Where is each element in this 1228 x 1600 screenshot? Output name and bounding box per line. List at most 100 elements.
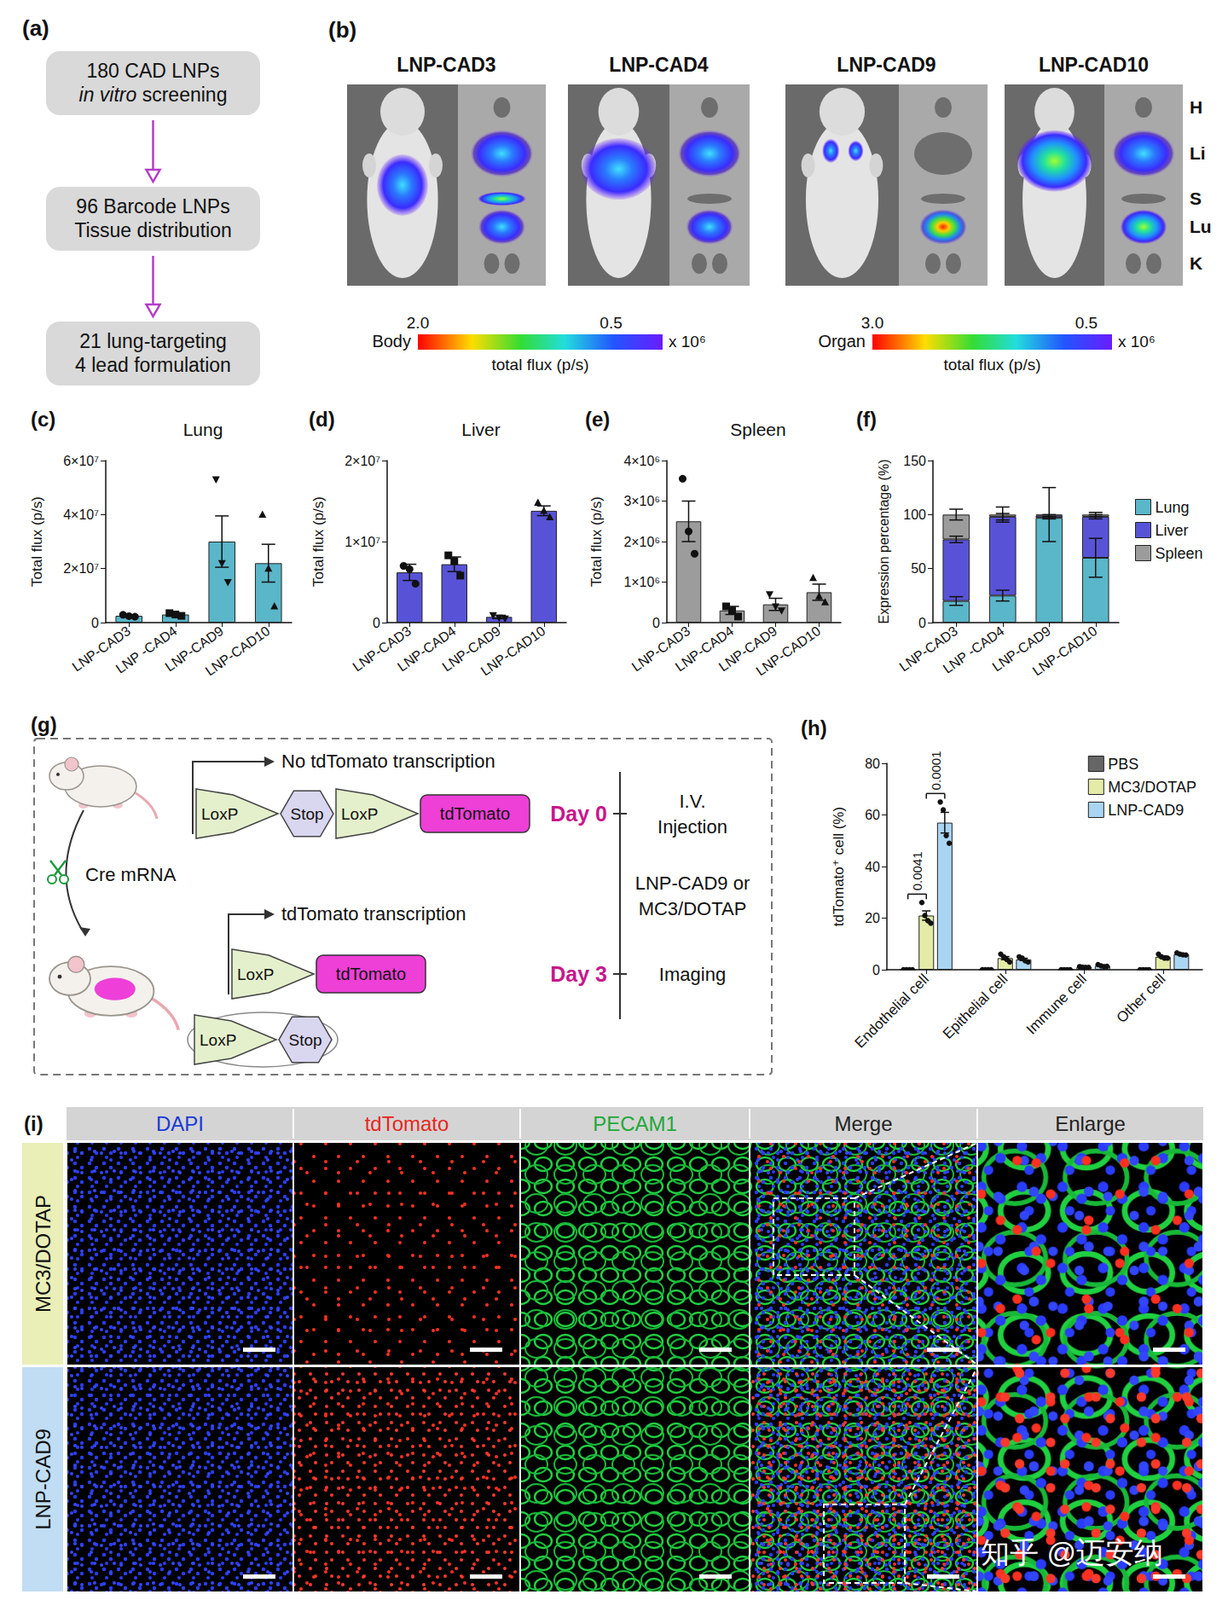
svg-text:LoxP: LoxP <box>341 805 378 823</box>
svg-text:Li: Li <box>1189 143 1206 163</box>
svg-text:4 lead formulation: 4 lead formulation <box>75 353 232 377</box>
svg-text:K: K <box>1189 253 1203 273</box>
svg-text:Spleen: Spleen <box>1155 544 1204 562</box>
svg-text:20: 20 <box>864 910 881 926</box>
svg-text:Stop: Stop <box>288 1031 322 1049</box>
svg-text:40: 40 <box>864 859 881 875</box>
svg-text:1×10⁶: 1×10⁶ <box>623 574 661 590</box>
svg-text:Enlarge: Enlarge <box>1054 1112 1126 1136</box>
svg-text:Injection: Injection <box>657 816 728 838</box>
svg-text:(g): (g) <box>30 712 58 736</box>
svg-text:total flux (p/s): total flux (p/s) <box>943 355 1041 374</box>
svg-text:LNP-CAD10: LNP-CAD10 <box>753 623 824 679</box>
svg-text:No tdTomato transcription: No tdTomato transcription <box>281 750 496 772</box>
svg-text:Liver: Liver <box>1155 521 1189 539</box>
svg-text:Immune cell: Immune cell <box>1023 970 1090 1037</box>
svg-text:知乎 @迈安纳: 知乎 @迈安纳 <box>980 1535 1164 1569</box>
svg-text:in vitro screening: in vitro screening <box>79 83 228 106</box>
svg-text:LNP-CAD4: LNP-CAD4 <box>608 53 708 76</box>
svg-text:tdTomato: tdTomato <box>440 804 510 823</box>
svg-text:(b): (b) <box>328 17 357 43</box>
svg-text:Expression percentage (%): Expression percentage (%) <box>876 459 892 625</box>
svg-text:PECAM1: PECAM1 <box>592 1112 678 1136</box>
svg-text:Body: Body <box>371 331 412 351</box>
svg-text:Tissue distribution: Tissue distribution <box>74 219 232 242</box>
svg-text:LNP-CAD10: LNP-CAD10 <box>478 623 549 679</box>
svg-text:H: H <box>1189 97 1203 117</box>
svg-text:tdTomato: tdTomato <box>335 964 406 984</box>
svg-text:Merge: Merge <box>834 1112 893 1136</box>
svg-text:(f): (f) <box>856 407 877 431</box>
svg-text:21 lung-targeting: 21 lung-targeting <box>79 330 227 353</box>
svg-text:LoxP: LoxP <box>199 1031 237 1049</box>
svg-text:0: 0 <box>918 615 927 631</box>
svg-text:Epithelial cell: Epithelial cell <box>939 970 1012 1043</box>
svg-text:0.0041: 0.0041 <box>909 851 925 891</box>
svg-text:LNP-CAD9 or: LNP-CAD9 or <box>635 872 750 894</box>
svg-text:tdTomato⁺ cell (%): tdTomato⁺ cell (%) <box>830 806 847 927</box>
svg-text:LNP-CAD9: LNP-CAD9 <box>31 1428 55 1530</box>
svg-text:LNP-CAD10: LNP-CAD10 <box>1038 53 1149 76</box>
svg-text:60: 60 <box>864 807 881 823</box>
svg-text:tdTomato transcription: tdTomato transcription <box>281 903 466 925</box>
svg-text:Organ: Organ <box>817 331 866 351</box>
svg-text:LNP-CAD10: LNP-CAD10 <box>1030 623 1101 679</box>
svg-text:Lung: Lung <box>1155 498 1190 516</box>
svg-text:MC3/DOTAP: MC3/DOTAP <box>638 897 748 920</box>
svg-text:S: S <box>1189 188 1202 209</box>
svg-text:0: 0 <box>652 615 661 631</box>
svg-text:Liver: Liver <box>461 419 501 440</box>
svg-text:0.5: 0.5 <box>1075 313 1098 332</box>
svg-text:Total flux (p/s): Total flux (p/s) <box>28 496 46 587</box>
svg-text:3.0: 3.0 <box>861 313 884 332</box>
svg-text:MC3/DOTAP: MC3/DOTAP <box>1107 778 1197 796</box>
svg-text:Total flux (p/s): Total flux (p/s) <box>588 496 605 587</box>
svg-text:Lung: Lung <box>183 419 224 440</box>
svg-text:Total flux (p/s): Total flux (p/s) <box>310 496 327 587</box>
svg-text:0: 0 <box>91 615 99 631</box>
svg-text:Spleen: Spleen <box>729 419 786 440</box>
svg-text:Day 0: Day 0 <box>550 801 608 826</box>
svg-text:Lu: Lu <box>1189 216 1212 237</box>
svg-text:0: 0 <box>872 962 881 978</box>
svg-text:2×10⁷: 2×10⁷ <box>344 453 381 469</box>
svg-text:1×10⁷: 1×10⁷ <box>344 534 381 550</box>
svg-text:tdTomato: tdTomato <box>364 1112 450 1136</box>
svg-text:2.0: 2.0 <box>406 313 429 332</box>
svg-text:PBS: PBS <box>1107 755 1139 773</box>
svg-text:x 10⁶: x 10⁶ <box>668 332 707 351</box>
svg-text:96 Barcode LNPs: 96 Barcode LNPs <box>75 195 230 218</box>
svg-text:LNP-CAD3: LNP-CAD3 <box>396 53 496 76</box>
svg-text:Day 3: Day 3 <box>550 961 608 986</box>
svg-text:2×10⁶: 2×10⁶ <box>623 534 661 550</box>
svg-text:4×10⁶: 4×10⁶ <box>623 453 661 469</box>
svg-text:2×10⁷: 2×10⁷ <box>63 561 99 576</box>
svg-text:4×10⁷: 4×10⁷ <box>63 507 99 522</box>
svg-text:150: 150 <box>903 453 927 469</box>
svg-text:80: 80 <box>864 756 881 771</box>
svg-text:6×10⁷: 6×10⁷ <box>63 453 99 469</box>
svg-text:Cre mRNA: Cre mRNA <box>85 863 177 886</box>
svg-text:180 CAD LNPs: 180 CAD LNPs <box>86 59 221 82</box>
svg-text:0.5: 0.5 <box>599 313 622 332</box>
svg-text:Other cell: Other cell <box>1113 970 1170 1026</box>
svg-text:(d): (d) <box>308 407 336 431</box>
svg-text:0: 0 <box>372 615 381 631</box>
svg-text:(i): (i) <box>23 1112 44 1136</box>
svg-text:LNP-CAD9: LNP-CAD9 <box>836 53 936 76</box>
svg-text:MC3/DOTAP: MC3/DOTAP <box>31 1194 55 1313</box>
svg-text:100: 100 <box>903 507 927 522</box>
svg-text:(a): (a) <box>22 15 50 41</box>
svg-text:DAPI: DAPI <box>156 1112 204 1136</box>
svg-text:LNP-CAD9: LNP-CAD9 <box>1107 801 1184 819</box>
svg-text:total flux (p/s): total flux (p/s) <box>491 355 589 374</box>
svg-text:3×10⁶: 3×10⁶ <box>623 493 661 509</box>
svg-text:Imaging: Imaging <box>659 963 726 985</box>
svg-text:I.V.: I.V. <box>679 790 707 812</box>
svg-text:LoxP: LoxP <box>237 965 274 984</box>
svg-text:Stop: Stop <box>289 805 324 823</box>
svg-text:0.0001: 0.0001 <box>928 750 944 790</box>
svg-text:(c): (c) <box>30 407 56 431</box>
svg-text:50: 50 <box>910 561 927 576</box>
svg-text:Endothelial cell: Endothelial cell <box>851 970 933 1051</box>
